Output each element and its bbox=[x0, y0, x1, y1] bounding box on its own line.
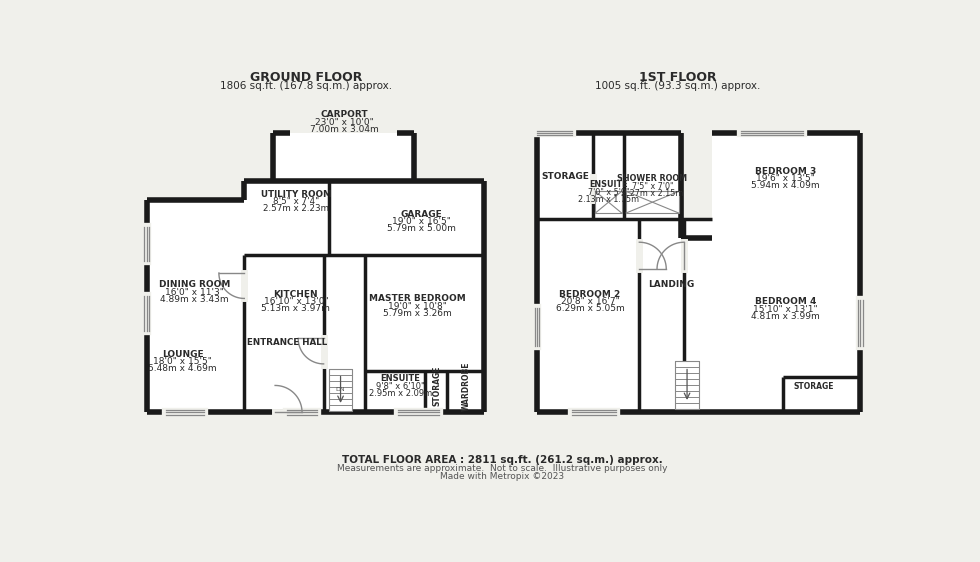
Text: CARPORT: CARPORT bbox=[320, 110, 368, 119]
Text: STORAGE: STORAGE bbox=[432, 366, 441, 406]
Text: ENSUITE: ENSUITE bbox=[380, 374, 420, 383]
Bar bbox=[674, 361, 700, 409]
Text: 5.79m x 3.26m: 5.79m x 3.26m bbox=[383, 309, 452, 318]
Text: 19'6" x 13'5": 19'6" x 13'5" bbox=[757, 174, 815, 183]
Text: 8'5" x 7'4": 8'5" x 7'4" bbox=[272, 197, 319, 206]
Text: 18'0" x 15'5": 18'0" x 15'5" bbox=[153, 357, 212, 366]
Text: LANDING: LANDING bbox=[649, 280, 695, 289]
Text: 7'5" x 7'0": 7'5" x 7'0" bbox=[631, 182, 673, 191]
Text: 19'0" x 10'8": 19'0" x 10'8" bbox=[388, 302, 447, 311]
Text: 6.29m x 5.05m: 6.29m x 5.05m bbox=[556, 305, 624, 314]
Bar bbox=[272, 133, 414, 182]
Text: 19'0" x 16'5": 19'0" x 16'5" bbox=[392, 217, 451, 226]
Text: Measurements are approximate.  Not to scale.  Illustrative purposes only: Measurements are approximate. Not to sca… bbox=[337, 464, 667, 473]
Text: DN: DN bbox=[336, 387, 345, 392]
Text: BEDROOM 2: BEDROOM 2 bbox=[560, 289, 620, 299]
Text: BEDROOM 4: BEDROOM 4 bbox=[755, 297, 816, 306]
Text: ENTRANCE HALL: ENTRANCE HALL bbox=[247, 338, 326, 347]
Text: 4.81m x 3.99m: 4.81m x 3.99m bbox=[752, 312, 820, 321]
Bar bbox=[537, 133, 681, 219]
Bar bbox=[147, 200, 244, 413]
Text: 2.13m x 1.75m: 2.13m x 1.75m bbox=[578, 195, 639, 204]
Text: 5.13m x 3.97m: 5.13m x 3.97m bbox=[262, 305, 330, 314]
Text: WARDROBE: WARDROBE bbox=[462, 361, 470, 411]
Bar bbox=[596, 192, 621, 213]
Text: 5.94m x 4.09m: 5.94m x 4.09m bbox=[752, 181, 820, 190]
Text: 16'0" x 11'3": 16'0" x 11'3" bbox=[165, 288, 223, 297]
Text: KITCHEN: KITCHEN bbox=[273, 289, 318, 299]
Bar bbox=[537, 219, 860, 413]
Bar bbox=[329, 369, 352, 411]
Text: DINING ROOM: DINING ROOM bbox=[159, 280, 230, 289]
Bar bbox=[244, 182, 484, 255]
Text: UTILITY ROOM: UTILITY ROOM bbox=[261, 189, 331, 198]
Text: 16'10" x 13'0": 16'10" x 13'0" bbox=[264, 297, 328, 306]
Text: 1806 sq.ft. (167.8 sq.m.) approx.: 1806 sq.ft. (167.8 sq.m.) approx. bbox=[220, 81, 392, 91]
Text: STORAGE: STORAGE bbox=[542, 173, 589, 182]
Bar bbox=[626, 192, 678, 213]
Bar bbox=[244, 255, 484, 413]
Text: BEDROOM 3: BEDROOM 3 bbox=[755, 166, 816, 175]
Text: LOUNGE: LOUNGE bbox=[162, 350, 204, 359]
Text: SHOWER ROOM: SHOWER ROOM bbox=[617, 174, 687, 183]
Text: 1005 sq.ft. (93.3 sq.m.) approx.: 1005 sq.ft. (93.3 sq.m.) approx. bbox=[595, 81, 760, 91]
Text: 4.89m x 3.43m: 4.89m x 3.43m bbox=[160, 295, 228, 304]
Text: 2.57m x 2.23m: 2.57m x 2.23m bbox=[263, 204, 329, 213]
Text: ENSUITE: ENSUITE bbox=[589, 180, 628, 189]
Text: STORAGE: STORAGE bbox=[794, 382, 834, 391]
Text: 23'0" x 10'0": 23'0" x 10'0" bbox=[315, 117, 373, 126]
Text: 20'8" x 16'7": 20'8" x 16'7" bbox=[561, 297, 619, 306]
Text: 15'10" x 13'1": 15'10" x 13'1" bbox=[754, 305, 818, 314]
Text: 5.79m x 5.00m: 5.79m x 5.00m bbox=[387, 224, 456, 233]
Text: 7'0" x 5'9": 7'0" x 5'9" bbox=[588, 188, 629, 197]
Text: 1ST FLOOR: 1ST FLOOR bbox=[639, 71, 716, 84]
Bar bbox=[329, 369, 352, 411]
Text: GARAGE: GARAGE bbox=[401, 210, 442, 219]
Text: 9'8" x 6'10": 9'8" x 6'10" bbox=[376, 382, 425, 391]
Text: MASTER BEDROOM: MASTER BEDROOM bbox=[369, 294, 465, 303]
Text: 2.95m x 2.09m: 2.95m x 2.09m bbox=[369, 389, 432, 398]
Text: GROUND FLOOR: GROUND FLOOR bbox=[250, 71, 362, 84]
Text: 2.27m x 2.15m: 2.27m x 2.15m bbox=[621, 189, 683, 198]
Text: TOTAL FLOOR AREA : 2811 sq.ft. (261.2 sq.m.) approx.: TOTAL FLOOR AREA : 2811 sq.ft. (261.2 sq… bbox=[342, 455, 662, 465]
Text: 7.00m x 3.04m: 7.00m x 3.04m bbox=[310, 125, 379, 134]
Text: Made with Metropix ©2023: Made with Metropix ©2023 bbox=[440, 472, 564, 481]
Bar bbox=[711, 133, 860, 238]
Bar bbox=[674, 361, 700, 409]
Text: 5.48m x 4.69m: 5.48m x 4.69m bbox=[148, 364, 217, 373]
